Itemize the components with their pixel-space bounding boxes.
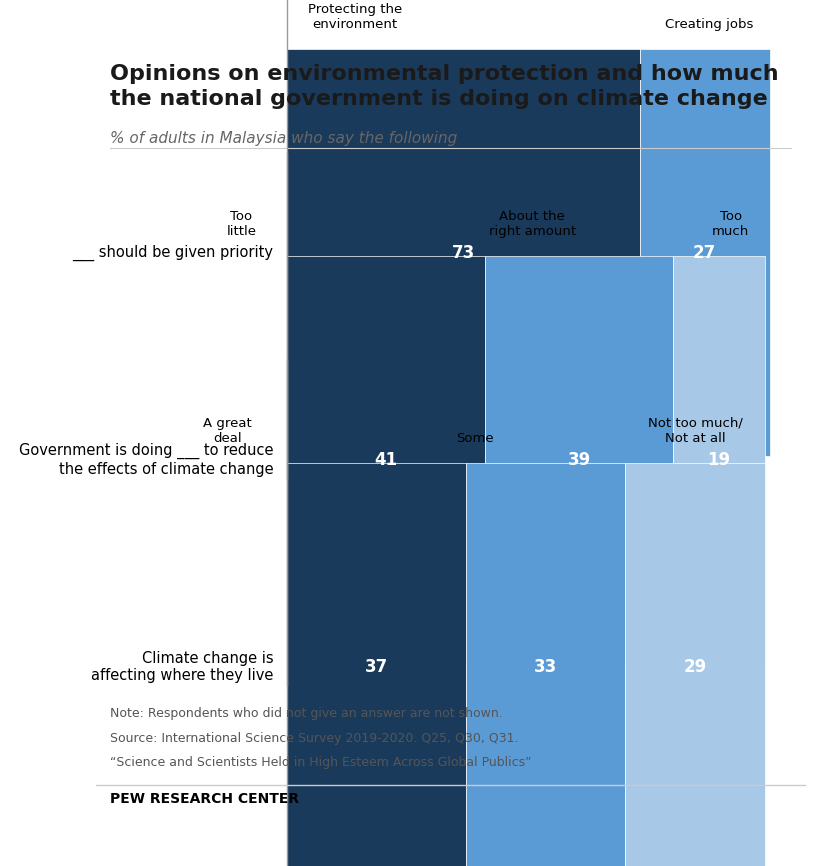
Text: Source: International Science Survey 2019-2020. Q25, Q30, Q31.: Source: International Science Survey 201… [110, 732, 518, 745]
Text: Opinions on environmental protection and how much
the national government is doi: Opinions on environmental protection and… [110, 64, 779, 109]
FancyBboxPatch shape [625, 463, 765, 866]
Text: % of adults in Malaysia who say the following: % of adults in Malaysia who say the foll… [110, 131, 457, 145]
Text: 39: 39 [568, 450, 591, 469]
Text: 41: 41 [375, 450, 398, 469]
Text: 33: 33 [534, 658, 557, 675]
Text: PEW RESEARCH CENTER: PEW RESEARCH CENTER [110, 792, 299, 805]
Text: ___ should be given priority: ___ should be given priority [72, 244, 273, 261]
FancyBboxPatch shape [287, 256, 486, 663]
Text: Not too much/
Not at all: Not too much/ Not at all [648, 417, 743, 445]
FancyBboxPatch shape [466, 463, 625, 866]
Text: 37: 37 [365, 658, 388, 675]
FancyBboxPatch shape [287, 463, 466, 866]
Text: 73: 73 [452, 243, 475, 262]
Text: Note: Respondents who did not give an answer are not shown.: Note: Respondents who did not give an an… [110, 708, 503, 721]
Text: Protecting the
environment: Protecting the environment [307, 3, 402, 30]
Text: Creating jobs: Creating jobs [665, 17, 753, 30]
Text: Government is doing ___ to reduce
the effects of climate change: Government is doing ___ to reduce the ef… [18, 443, 273, 476]
FancyBboxPatch shape [486, 256, 674, 663]
FancyBboxPatch shape [674, 256, 765, 663]
Text: 27: 27 [693, 243, 717, 262]
Text: Too
little: Too little [226, 210, 256, 238]
FancyBboxPatch shape [287, 49, 639, 456]
Text: Too
much: Too much [712, 210, 749, 238]
FancyBboxPatch shape [639, 49, 769, 456]
Text: “Science and Scientists Held in High Esteem Across Global Publics”: “Science and Scientists Held in High Est… [110, 756, 532, 769]
Text: Some: Some [457, 432, 494, 445]
Text: 19: 19 [707, 450, 731, 469]
Text: 29: 29 [684, 658, 706, 675]
Text: About the
right amount: About the right amount [489, 210, 575, 238]
Text: Climate change is
affecting where they live: Climate change is affecting where they l… [91, 650, 273, 683]
Text: A great
deal: A great deal [202, 417, 251, 445]
